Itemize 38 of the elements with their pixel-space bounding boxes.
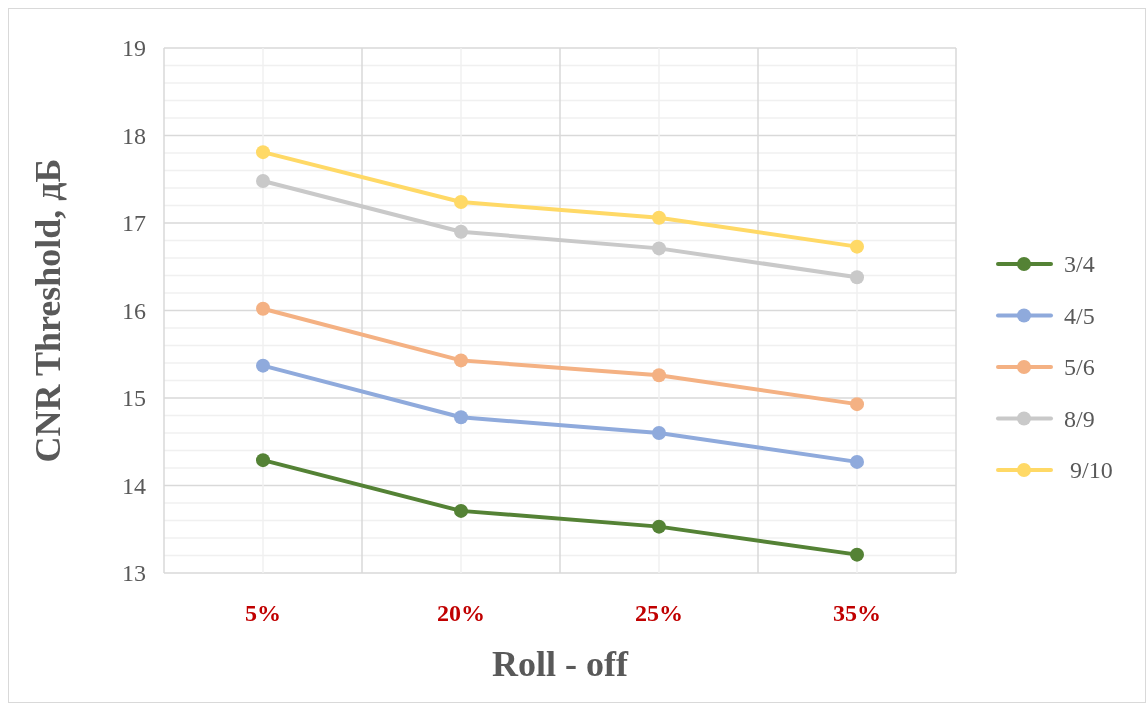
point [454, 195, 468, 209]
point [256, 453, 270, 468]
point [652, 519, 666, 534]
point [850, 397, 864, 412]
point [652, 368, 666, 383]
point [850, 547, 864, 562]
legend-label: 9/10 [1064, 457, 1113, 484]
point [652, 210, 666, 225]
y-tick-label: 19 [122, 35, 146, 62]
y-tick-label: 15 [122, 385, 146, 412]
point [850, 239, 864, 254]
point [256, 301, 270, 316]
legend-label: 3/4 [1064, 251, 1095, 278]
point [454, 353, 468, 368]
point [256, 358, 270, 373]
point [850, 454, 864, 469]
y-tick-label: 16 [122, 297, 146, 324]
y-tick-label: 14 [122, 472, 146, 499]
legend-label: 4/5 [1064, 302, 1095, 329]
point [256, 145, 270, 160]
y-axis-title: CNR Threshold, дБ [28, 158, 68, 463]
point [454, 503, 468, 518]
legend-label: 5/6 [1064, 354, 1095, 381]
x-tick-label: 20% [437, 600, 485, 626]
point [454, 410, 468, 425]
x-tick-label: 35% [833, 600, 881, 626]
x-tick-label: 5% [245, 600, 281, 626]
y-tick-label: 17 [122, 210, 146, 237]
point [454, 224, 468, 239]
point [256, 174, 270, 188]
y-tick-label: 13 [122, 560, 146, 587]
y-tick-label: 18 [122, 122, 146, 149]
x-axis-title: Roll - off [492, 644, 629, 684]
point [652, 241, 666, 256]
point [652, 426, 666, 440]
x-tick-label: 25% [635, 600, 683, 626]
legend-label: 8/9 [1064, 405, 1095, 432]
point [850, 270, 864, 285]
